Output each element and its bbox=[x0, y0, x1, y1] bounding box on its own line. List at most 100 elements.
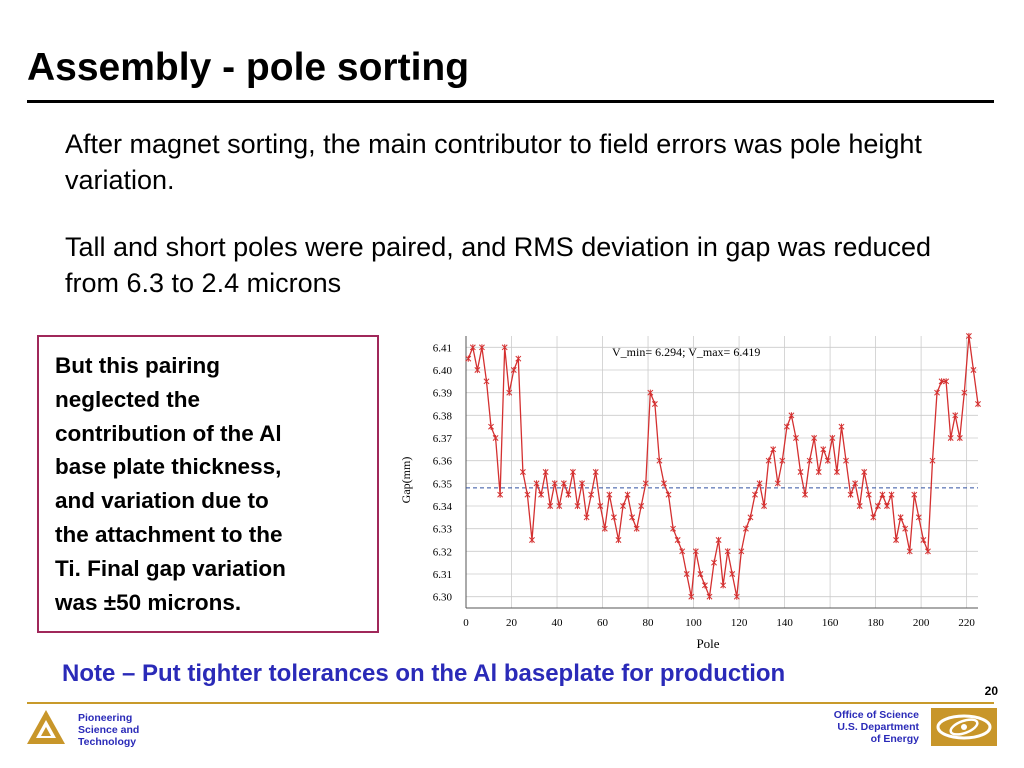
data-point bbox=[774, 480, 781, 487]
data-point bbox=[551, 480, 558, 487]
data-point bbox=[515, 355, 522, 362]
data-point bbox=[788, 412, 795, 419]
data-point bbox=[934, 389, 940, 396]
data-point bbox=[469, 344, 476, 351]
x-tick-label: 20 bbox=[506, 617, 518, 629]
page-number: 20 bbox=[984, 684, 998, 698]
data-point bbox=[651, 400, 658, 408]
y-tick-label: 6.39 bbox=[433, 388, 453, 400]
data-point bbox=[506, 389, 513, 396]
data-point bbox=[965, 332, 972, 340]
data-point bbox=[733, 593, 740, 600]
data-point bbox=[588, 491, 595, 498]
data-point bbox=[906, 548, 913, 555]
y-axis-label: Gap(mm) bbox=[399, 457, 413, 504]
x-tick-label: 180 bbox=[867, 617, 884, 629]
data-point bbox=[711, 559, 717, 566]
data-point bbox=[610, 514, 617, 521]
data-point bbox=[701, 582, 708, 589]
data-point bbox=[893, 536, 900, 544]
data-point bbox=[911, 491, 918, 498]
data-point bbox=[870, 514, 877, 521]
x-tick-label: 60 bbox=[597, 617, 609, 629]
y-tick-label: 6.37 bbox=[433, 433, 453, 445]
data-point bbox=[679, 548, 686, 555]
data-point bbox=[852, 480, 859, 487]
slide-title: Assembly - pole sorting bbox=[27, 46, 470, 89]
data-point bbox=[838, 423, 845, 430]
data-point bbox=[824, 457, 831, 464]
data-point bbox=[915, 514, 922, 521]
data-point bbox=[501, 344, 508, 351]
chart-tick-labels: 0 20 40 60 80 100 120 140 160 180 200 220 6.30 6.31 6.… bbox=[433, 342, 976, 629]
x-tick-label: 100 bbox=[685, 617, 702, 629]
data-point bbox=[692, 548, 699, 555]
data-point bbox=[829, 434, 836, 442]
data-point bbox=[478, 344, 485, 351]
data-point bbox=[556, 502, 563, 510]
data-point bbox=[765, 457, 772, 464]
data-point bbox=[465, 355, 472, 362]
x-tick-label: 160 bbox=[822, 617, 839, 629]
data-point bbox=[597, 502, 604, 510]
data-point bbox=[579, 480, 586, 487]
data-point bbox=[861, 468, 868, 476]
footer-rule bbox=[27, 702, 994, 704]
data-point bbox=[815, 468, 822, 476]
y-tick-label: 6.34 bbox=[433, 501, 453, 513]
chart-annotation: V_min= 6.294; V_max= 6.419 bbox=[612, 345, 760, 359]
data-point bbox=[533, 480, 540, 487]
data-point bbox=[665, 491, 672, 498]
data-point bbox=[738, 548, 745, 555]
gap-chart-svg: 0 20 40 60 80 100 120 140 160 180 200 220 6.30 6.31 6.… bbox=[398, 318, 988, 652]
data-point bbox=[492, 434, 499, 442]
x-tick-label: 120 bbox=[731, 617, 748, 629]
data-point bbox=[811, 434, 818, 442]
data-point bbox=[752, 491, 758, 498]
production-note: Note – Put tighter tolerances on the Al … bbox=[62, 660, 786, 687]
y-tick-label: 6.30 bbox=[433, 592, 453, 604]
data-point bbox=[756, 480, 763, 487]
data-point bbox=[802, 491, 809, 498]
data-point bbox=[938, 378, 945, 385]
x-tick-label: 80 bbox=[643, 617, 655, 629]
data-point bbox=[583, 514, 590, 521]
doe-logo-icon bbox=[931, 708, 997, 746]
data-point bbox=[806, 457, 813, 464]
data-point bbox=[888, 491, 895, 498]
data-point bbox=[642, 480, 649, 487]
data-point bbox=[615, 536, 622, 544]
data-point bbox=[706, 593, 713, 600]
y-tick-label: 6.32 bbox=[433, 546, 452, 558]
data-point bbox=[961, 389, 968, 396]
data-point bbox=[519, 468, 526, 476]
x-tick-label: 40 bbox=[552, 617, 564, 629]
data-point bbox=[601, 525, 608, 532]
data-point bbox=[943, 378, 950, 385]
data-point bbox=[661, 480, 667, 487]
data-point bbox=[897, 514, 904, 521]
footer-right-text: Office of Science U.S. Department of Ene… bbox=[833, 709, 919, 745]
data-point bbox=[865, 491, 872, 498]
series-markers bbox=[465, 332, 981, 600]
data-point bbox=[884, 502, 890, 510]
data-point bbox=[975, 400, 981, 408]
data-point bbox=[770, 446, 777, 453]
data-point bbox=[924, 548, 931, 555]
x-tick-label: 220 bbox=[958, 617, 975, 629]
data-point bbox=[720, 582, 727, 589]
data-point bbox=[569, 468, 576, 476]
footer-left-text: Pioneering Science and Technology bbox=[78, 712, 140, 748]
data-point bbox=[929, 457, 936, 464]
data-point bbox=[920, 536, 927, 544]
data-point bbox=[606, 491, 613, 498]
y-tick-label: 6.31 bbox=[433, 569, 452, 581]
data-point bbox=[879, 491, 886, 498]
data-point bbox=[793, 434, 799, 442]
y-tick-label: 6.36 bbox=[433, 456, 453, 468]
data-point bbox=[510, 366, 517, 374]
data-point bbox=[729, 570, 736, 578]
data-point bbox=[761, 502, 768, 510]
data-point bbox=[638, 502, 645, 510]
data-point bbox=[902, 525, 909, 532]
